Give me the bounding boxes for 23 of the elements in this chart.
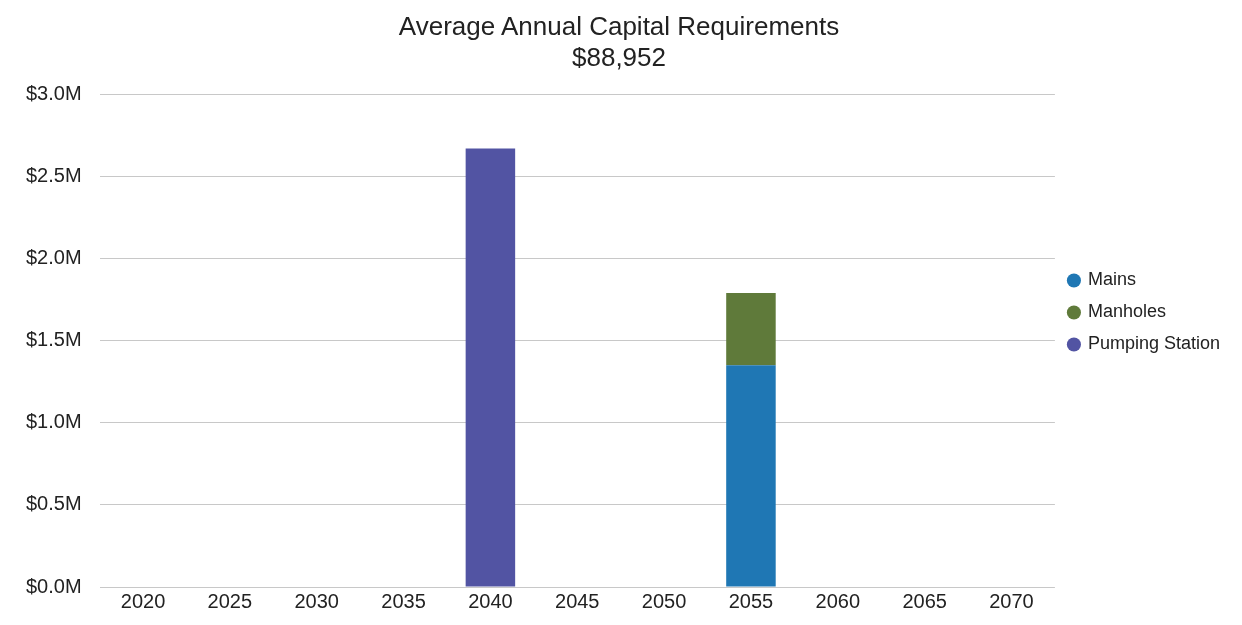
chart-title: Average Annual Capital Requirements [398,10,840,41]
x-tick-label: 2020 [120,589,166,612]
y-tick-label: $2.0M [25,246,82,269]
y-tick-label: $3.0M [25,81,82,104]
legend-label: Manholes [1087,301,1166,322]
y-tick-label: $2.5M [25,164,82,187]
legend-label: Pumping Station [1087,333,1221,354]
x-tick-label: 2065 [902,589,947,612]
y-tick-label: $0.0M [25,574,82,597]
chart-subtitle: $88,952 [572,41,666,72]
y-tick-label: $1.0M [25,410,82,433]
x-tick-label: 2035 [381,589,426,612]
legend-label: Mains [1087,269,1136,290]
x-tick-label: 2045 [555,589,600,612]
x-tick-label: 2040 [468,589,513,612]
x-tick-label: 2025 [207,589,253,612]
x-tick-label: 2030 [294,589,339,612]
x-tick-label: 2055 [728,589,774,612]
x-tick-label: 2070 [989,589,1034,612]
y-tick-label: $0.5M [25,492,82,515]
x-tick-label: 2050 [641,589,687,612]
y-tick-label: $1.5M [25,328,82,351]
x-tick-label: 2060 [815,589,861,612]
